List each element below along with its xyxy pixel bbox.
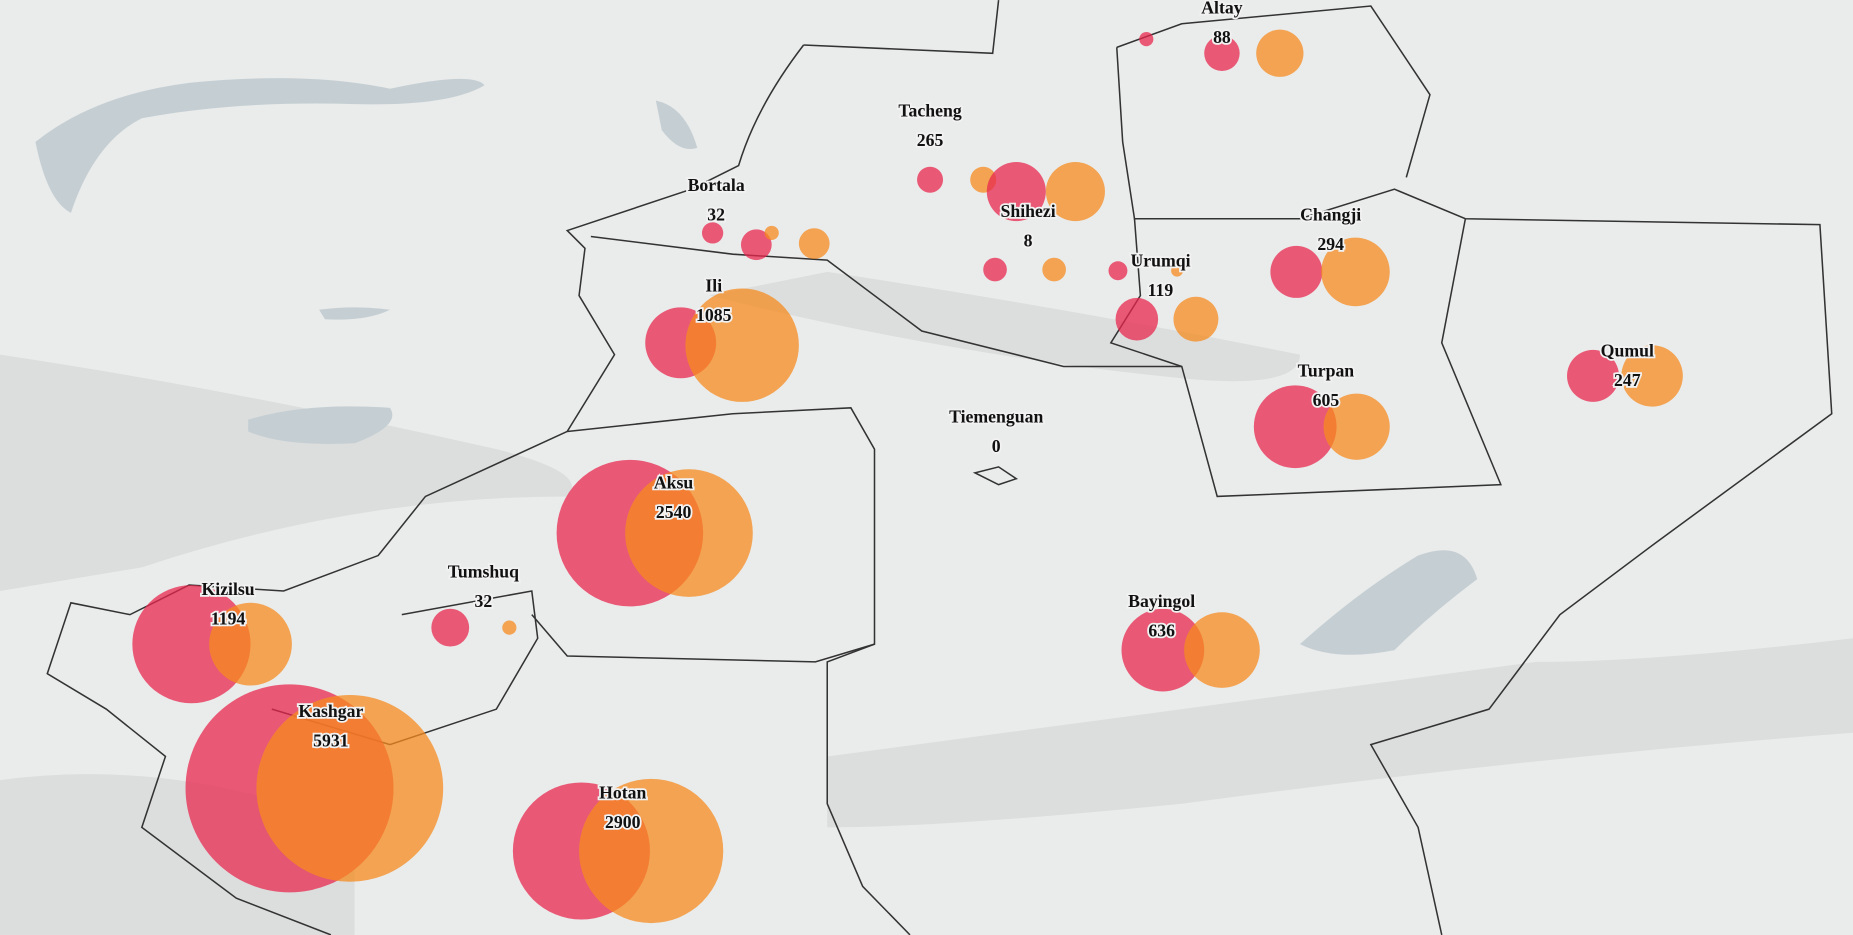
- bubble: [579, 778, 724, 924]
- region-name: Ili: [705, 275, 722, 295]
- region-value: 8: [1024, 230, 1033, 250]
- bubble: [1621, 345, 1683, 407]
- bubble: [1204, 35, 1240, 72]
- region-value: 32: [474, 591, 492, 611]
- region-value: 2900: [605, 812, 641, 832]
- bubble: [1270, 245, 1323, 298]
- lakes: [35, 78, 1478, 655]
- region-name: Kashgar: [298, 701, 363, 721]
- bubble: [1567, 349, 1620, 402]
- region-name: Aksu: [654, 473, 694, 493]
- region-name: Qumul: [1601, 340, 1654, 360]
- bubble: [1171, 264, 1183, 277]
- region-name: Shihezi: [1001, 201, 1056, 221]
- bubble: [625, 469, 753, 597]
- bubble: [1108, 261, 1128, 281]
- region-value: 2540: [656, 502, 692, 522]
- region-name: Bayingol: [1128, 591, 1195, 611]
- bubble: [132, 585, 251, 704]
- borders: [46, 0, 1833, 935]
- region-name: Turpan: [1298, 360, 1355, 380]
- bubble: [256, 694, 444, 882]
- region-name: Urumqi: [1130, 251, 1190, 271]
- bubble: [1139, 32, 1154, 47]
- bubbles: [132, 29, 1683, 924]
- bubble: [685, 288, 799, 402]
- region-value: 0: [992, 436, 1001, 456]
- region-name: Tumshuq: [448, 561, 519, 581]
- region-value: 88: [1213, 27, 1231, 47]
- bubble: [986, 162, 1046, 222]
- bubble: [431, 608, 470, 647]
- bubble: [764, 225, 779, 241]
- region-value: 605: [1313, 390, 1340, 410]
- region-value: 1194: [211, 609, 246, 629]
- bubble: [1253, 385, 1337, 469]
- bubble: [798, 228, 830, 259]
- bubble: [1115, 297, 1159, 341]
- bubble: [740, 229, 772, 261]
- region-name: Altay: [1201, 0, 1242, 18]
- region-value: 294: [1317, 234, 1344, 254]
- bubble: [1256, 29, 1304, 77]
- region-value: 247: [1614, 370, 1641, 390]
- region-name: Hotan: [599, 782, 646, 802]
- bubble: [1121, 608, 1205, 692]
- bubble: [502, 620, 517, 635]
- region-name: Changji: [1300, 204, 1361, 224]
- bubble: [1173, 296, 1219, 342]
- bubble: [1042, 257, 1066, 282]
- bubble: [983, 257, 1007, 282]
- bubble: [1321, 237, 1390, 307]
- region-value: 32: [707, 204, 725, 224]
- region-name: Bortala: [688, 175, 745, 195]
- region-value: 636: [1148, 620, 1175, 640]
- bubble: [1045, 162, 1105, 222]
- bubble: [1184, 612, 1260, 688]
- region-name: Tiemenguan: [949, 407, 1043, 427]
- region-value: 5931: [313, 730, 348, 750]
- bubble: [209, 602, 292, 686]
- bubble: [1323, 393, 1390, 460]
- region-name: Kizilsu: [201, 579, 254, 599]
- bubble: [917, 166, 944, 193]
- region-name: Tacheng: [898, 100, 961, 120]
- region-value: 1085: [696, 305, 732, 325]
- region-value: 265: [917, 130, 944, 150]
- region-value: 119: [1148, 280, 1174, 300]
- labels: Altay 88 Tacheng 265 Bortala 32 Shihezi 8 Urumqi…: [200, 0, 1656, 834]
- bubble: [701, 222, 724, 244]
